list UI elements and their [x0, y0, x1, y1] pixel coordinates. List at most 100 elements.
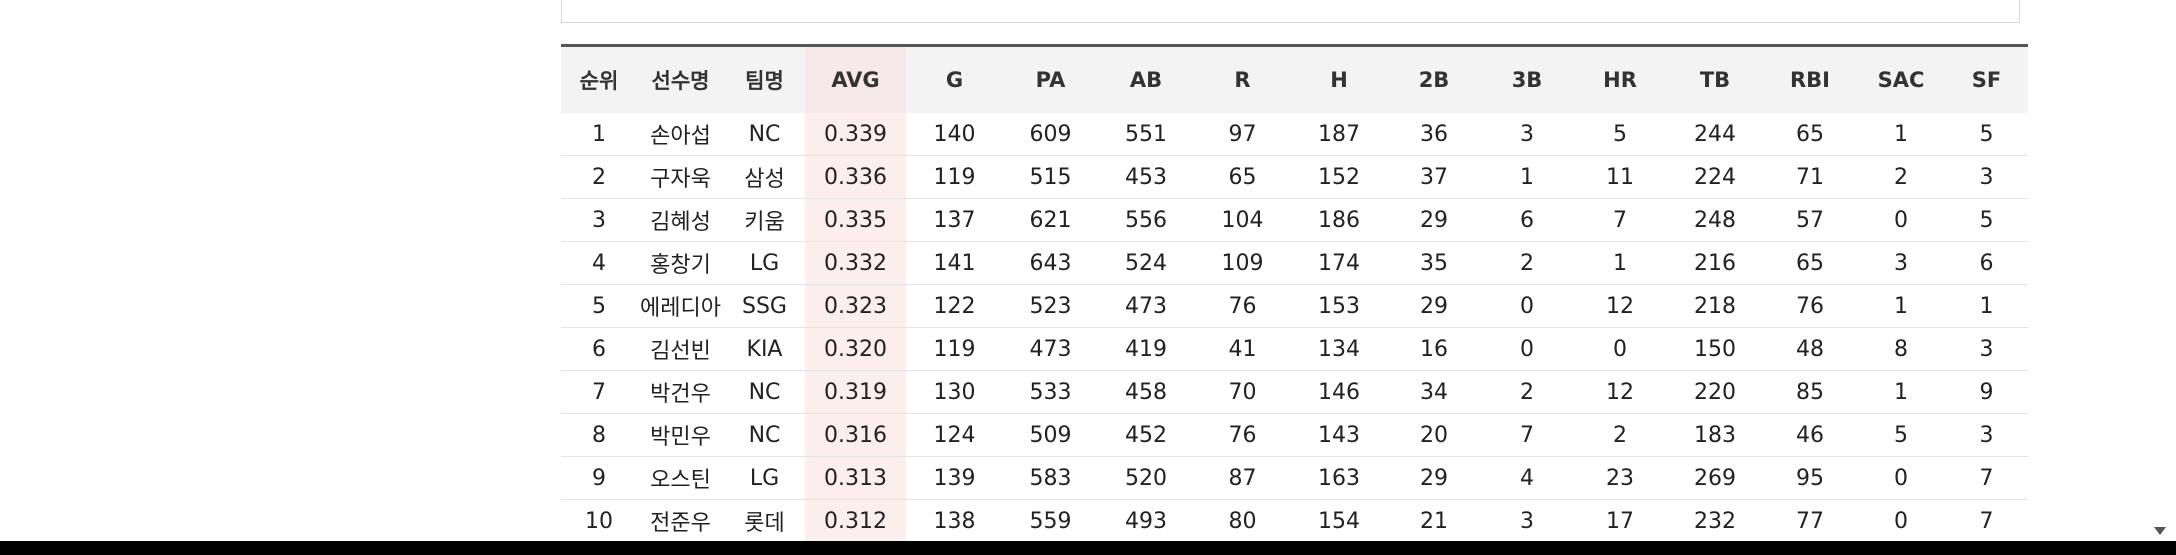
table-row: 7 박건우 NC 0.319 130 533 458 70 146 34 2 12 220 85 1 9	[561, 370, 2028, 414]
table-cell: 2	[1481, 370, 1573, 414]
table-cell: 오스틴	[637, 456, 724, 500]
table-cell: 220	[1667, 370, 1763, 414]
column-header: AVG	[805, 45, 906, 113]
table-cell: 2	[1573, 413, 1667, 457]
header-row: 순위 선수명 팀명 AVG G PA AB R H 2B 3B HR TB RBI SAC SF	[561, 45, 2028, 113]
table-cell: 140	[906, 113, 1003, 156]
table-cell: 3	[1945, 413, 2028, 457]
table-cell: 29	[1387, 198, 1481, 242]
table-cell: 520	[1098, 456, 1194, 500]
table-cell: 0	[1481, 327, 1573, 371]
table-cell: 0.316	[805, 413, 906, 457]
table-cell: 76	[1194, 413, 1291, 457]
table-cell: 583	[1003, 456, 1098, 500]
table-cell: 2	[1857, 155, 1945, 199]
table-cell: 119	[906, 327, 1003, 371]
table-cell: 0	[1573, 327, 1667, 371]
table-cell: 삼성	[724, 155, 805, 199]
table-row: 10 전준우 롯데 0.312 138 559 493 80 154 21 3 17 232 77 0 7	[561, 499, 2028, 543]
table-cell: 2	[561, 155, 637, 199]
table-cell: 244	[1667, 113, 1763, 156]
table-cell: 152	[1291, 155, 1387, 199]
table-cell: 77	[1763, 499, 1857, 543]
table-cell: 16	[1387, 327, 1481, 371]
table-cell: 57	[1763, 198, 1857, 242]
table-cell: 0.336	[805, 155, 906, 199]
table-cell: 3	[1857, 241, 1945, 285]
table-cell: 0	[1481, 284, 1573, 328]
table-cell: 95	[1763, 456, 1857, 500]
table-cell: 29	[1387, 456, 1481, 500]
table-cell: 1	[1857, 284, 1945, 328]
table-cell: 153	[1291, 284, 1387, 328]
table-cell: 224	[1667, 155, 1763, 199]
table-cell: 6	[1945, 241, 2028, 285]
table-cell: 6	[561, 327, 637, 371]
table-cell: 154	[1291, 499, 1387, 543]
table-cell: 8	[561, 413, 637, 457]
table-cell: 0.313	[805, 456, 906, 500]
table-cell: 138	[906, 499, 1003, 543]
table-cell: 269	[1667, 456, 1763, 500]
table-cell: 87	[1194, 456, 1291, 500]
table-cell: 458	[1098, 370, 1194, 414]
column-header: 2B	[1387, 45, 1481, 113]
table-row: 6 김선빈 KIA 0.320 119 473 419 41 134 16 0 0 150 48 8 3	[561, 327, 2028, 371]
table-cell: 구자욱	[637, 155, 724, 199]
table-cell: 71	[1763, 155, 1857, 199]
table-cell: 70	[1194, 370, 1291, 414]
table-cell: 20	[1387, 413, 1481, 457]
table-row: 9 오스틴 LG 0.313 139 583 520 87 163 29 4 23 269 95 0 7	[561, 456, 2028, 500]
table-cell: 556	[1098, 198, 1194, 242]
table-cell: 1	[1857, 113, 1945, 156]
table-cell: 134	[1291, 327, 1387, 371]
column-header: HR	[1573, 45, 1667, 113]
table-cell: 119	[906, 155, 1003, 199]
table-cell: 509	[1003, 413, 1098, 457]
table-cell: 453	[1098, 155, 1194, 199]
column-header: H	[1291, 45, 1387, 113]
column-header: G	[906, 45, 1003, 113]
table-cell: 3	[561, 198, 637, 242]
column-header: SAC	[1857, 45, 1945, 113]
table-cell: 523	[1003, 284, 1098, 328]
table-cell: 187	[1291, 113, 1387, 156]
table-cell: 3	[1481, 113, 1573, 156]
table-cell: 139	[906, 456, 1003, 500]
table-cell: 10	[561, 499, 637, 543]
table-cell: 122	[906, 284, 1003, 328]
column-header: 선수명	[637, 45, 724, 113]
table-cell: 키움	[724, 198, 805, 242]
table-cell: 7	[561, 370, 637, 414]
table-cell: 85	[1763, 370, 1857, 414]
table-cell: 46	[1763, 413, 1857, 457]
table-cell: 76	[1194, 284, 1291, 328]
table-cell: 1	[1573, 241, 1667, 285]
table-cell: 1	[1481, 155, 1573, 199]
table-cell: 493	[1098, 499, 1194, 543]
table-cell: 452	[1098, 413, 1194, 457]
table-cell: 37	[1387, 155, 1481, 199]
column-header: 순위	[561, 45, 637, 113]
table-cell: 0	[1857, 198, 1945, 242]
table-row: 2 구자욱 삼성 0.336 119 515 453 65 152 37 1 11 224 71 2 3	[561, 155, 2028, 199]
table-cell: 5	[1573, 113, 1667, 156]
table-cell: 4	[561, 241, 637, 285]
table-cell: 9	[561, 456, 637, 500]
table-cell: 146	[1291, 370, 1387, 414]
table-cell: 전준우	[637, 499, 724, 543]
table-cell: 559	[1003, 499, 1098, 543]
table-cell: 36	[1387, 113, 1481, 156]
table-cell: LG	[724, 456, 805, 500]
table-cell: 7	[1481, 413, 1573, 457]
table-cell: 533	[1003, 370, 1098, 414]
table-cell: 65	[1194, 155, 1291, 199]
table-cell: 손아섭	[637, 113, 724, 156]
taskbar	[0, 541, 2176, 555]
table-cell: 4	[1481, 456, 1573, 500]
column-header: RBI	[1763, 45, 1857, 113]
table-cell: 143	[1291, 413, 1387, 457]
scroll-arrow[interactable]	[2154, 527, 2166, 535]
table-cell: 1	[561, 113, 637, 156]
table-cell: 0	[1857, 456, 1945, 500]
